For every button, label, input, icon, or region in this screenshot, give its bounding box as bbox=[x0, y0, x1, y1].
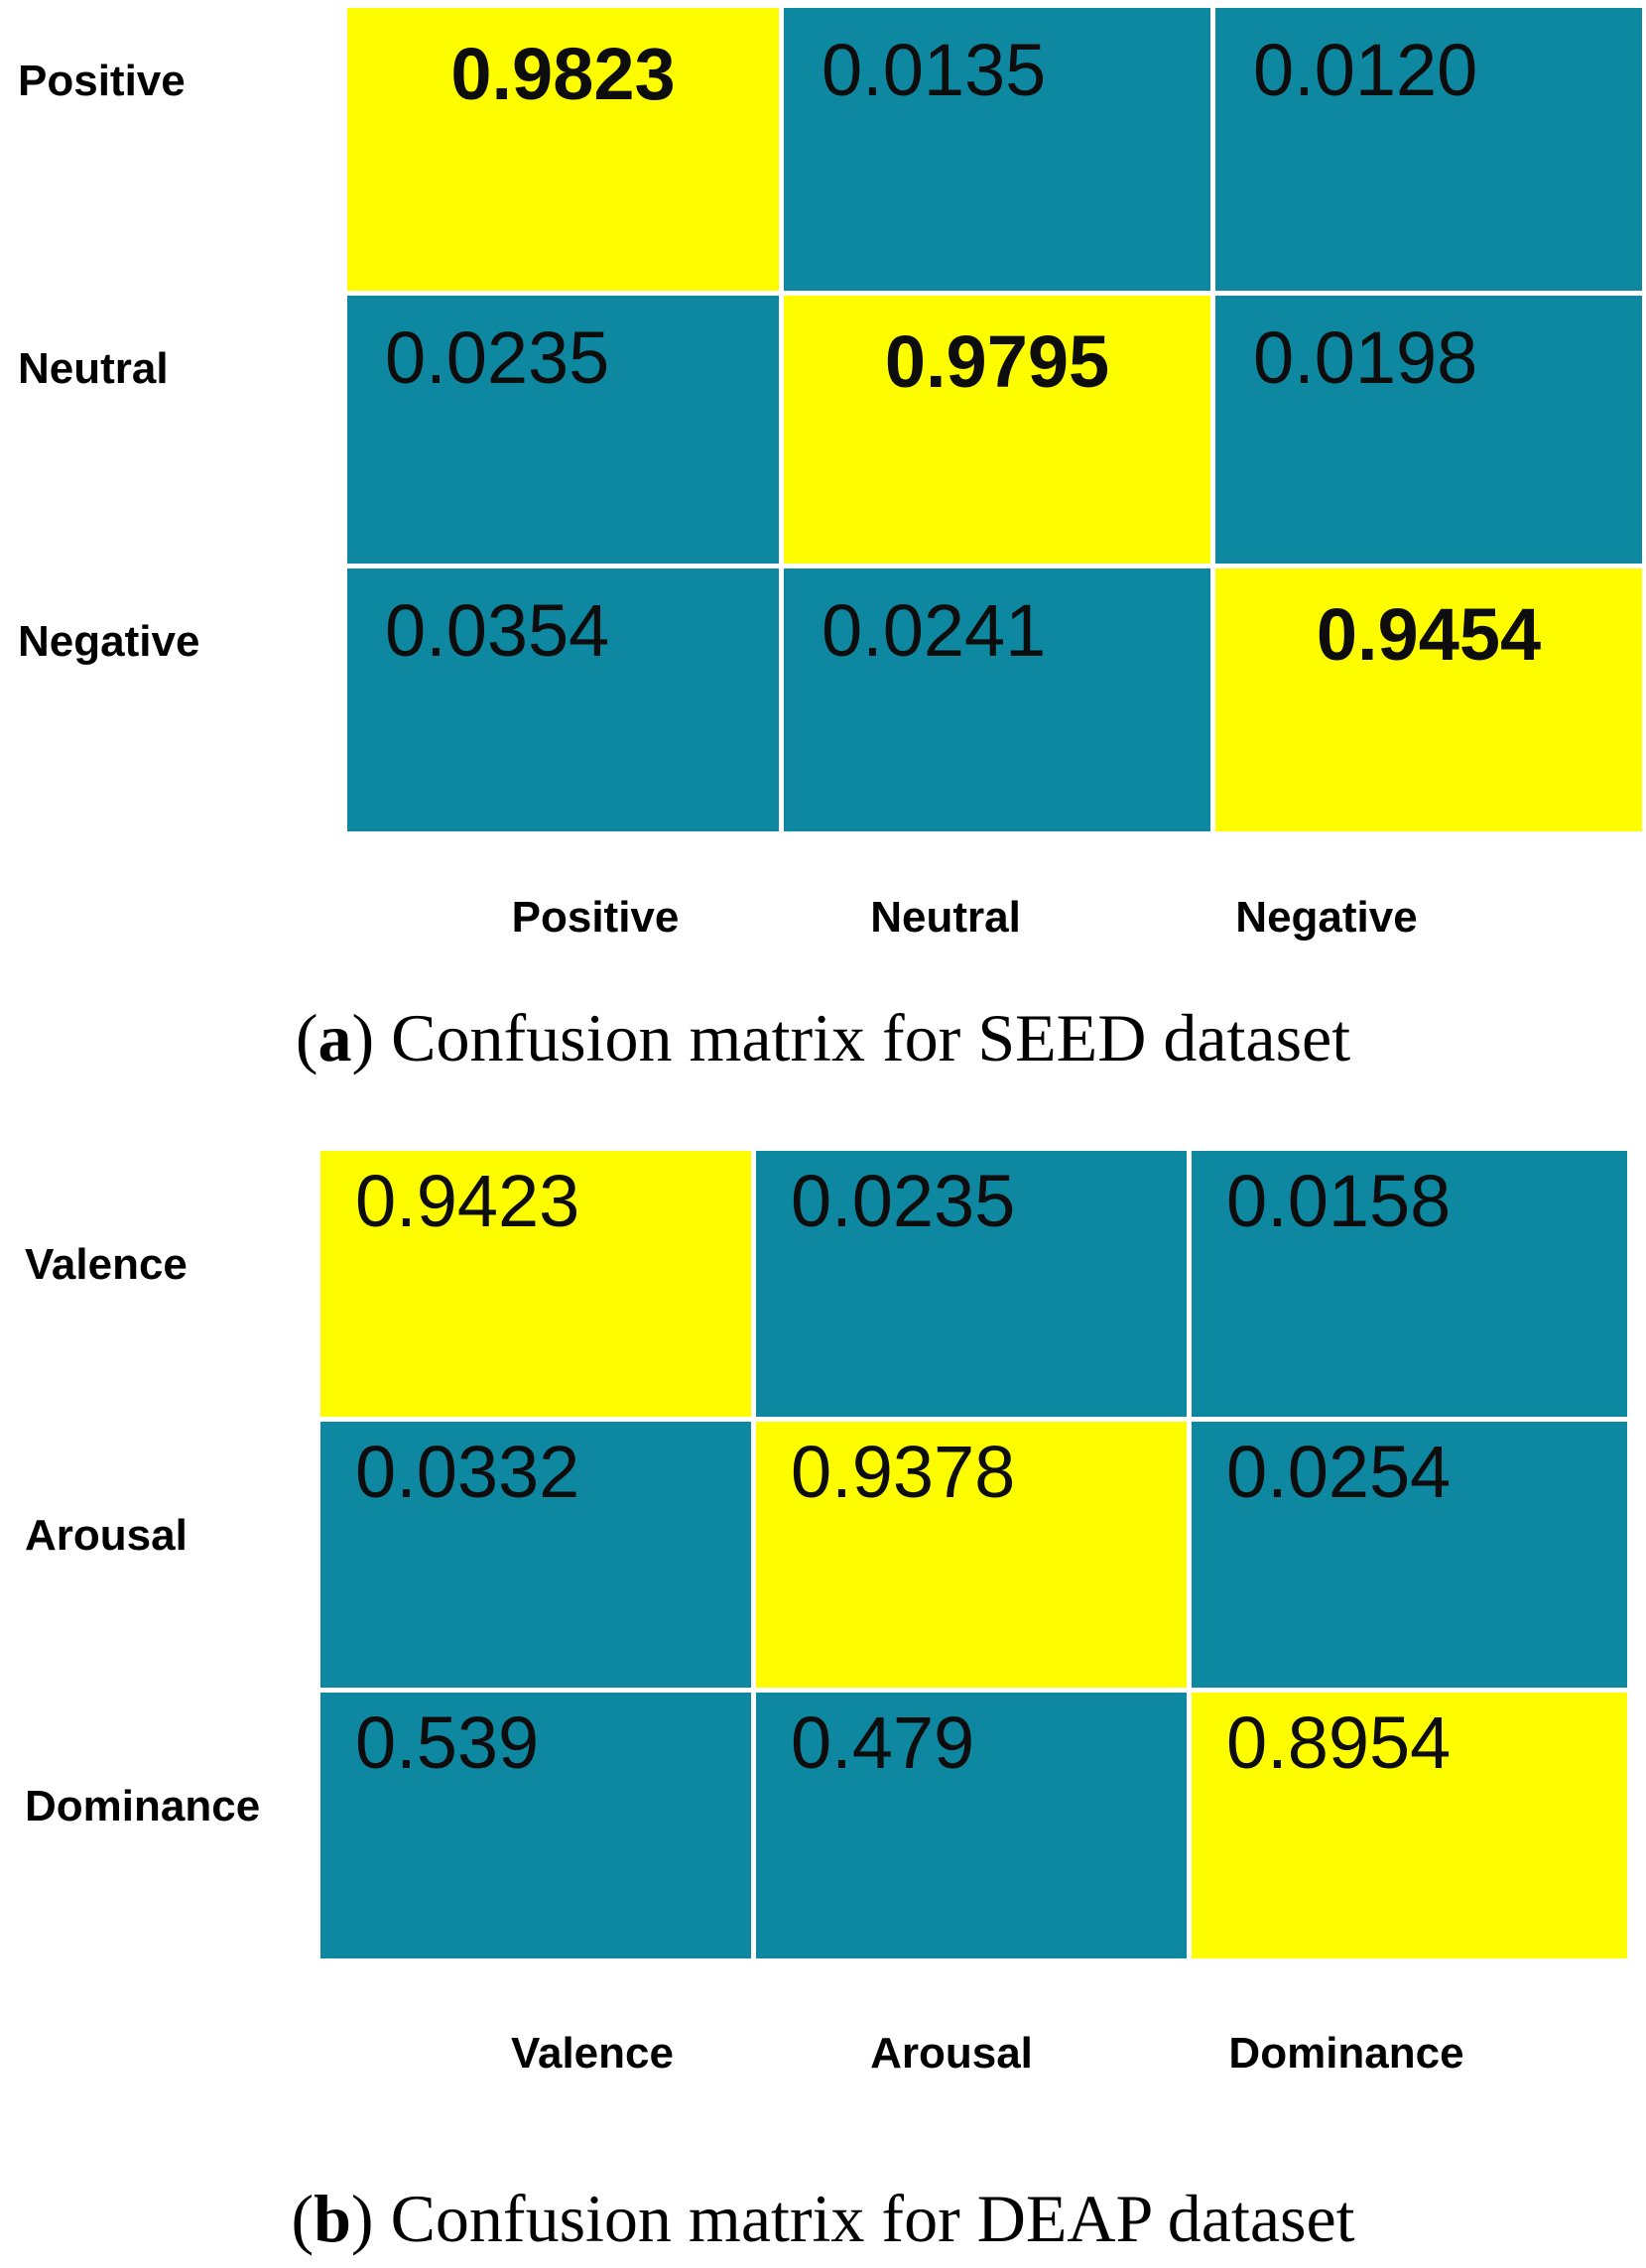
col-label-neutral: Neutral bbox=[870, 893, 1021, 942]
col-label-positive: Positive bbox=[511, 893, 680, 942]
row-label-valence: Valence bbox=[25, 1240, 188, 1289]
matrix-cell-b-0-0: 0.9423 bbox=[320, 1151, 751, 1417]
matrix-cell-b-0-1: 0.0235 bbox=[756, 1151, 1187, 1417]
caption-b-text: ) Confusion matrix for DEAP dataset bbox=[350, 2181, 1355, 2256]
caption-panel-b: (b) Confusion matrix for DEAP dataset bbox=[0, 2175, 1646, 2262]
col-label-negative: Negative bbox=[1235, 893, 1418, 942]
matrix-cell-a-0-1: 0.0135 bbox=[784, 8, 1210, 291]
matrix-cell-b-2-1: 0.479 bbox=[756, 1693, 1187, 1958]
caption-b-open: ( bbox=[291, 2181, 315, 2256]
row-label-negative: Negative bbox=[18, 617, 200, 666]
matrix-cell-a-0-0: 0.9823 bbox=[347, 8, 779, 291]
matrix-cell-b-0-2: 0.0158 bbox=[1192, 1151, 1627, 1417]
col-label-arousal: Arousal bbox=[870, 2029, 1033, 2078]
col-label-valence: Valence bbox=[511, 2029, 674, 2078]
matrix-cell-a-0-2: 0.0120 bbox=[1215, 8, 1642, 291]
col-label-dominance: Dominance bbox=[1228, 2029, 1464, 2078]
matrix-cell-a-1-0: 0.0235 bbox=[347, 296, 779, 564]
matrix-cell-b-2-0: 0.539 bbox=[320, 1693, 751, 1958]
matrix-cell-a-1-2: 0.0198 bbox=[1215, 296, 1642, 564]
caption-b-letter: b bbox=[314, 2181, 351, 2256]
matrix-cell-a-1-1: 0.9795 bbox=[784, 296, 1210, 564]
matrix-cell-a-2-1: 0.0241 bbox=[784, 568, 1210, 831]
caption-a-letter: a bbox=[317, 1000, 352, 1075]
caption-a-open: ( bbox=[295, 1000, 318, 1075]
matrix-cell-a-2-2: 0.9454 bbox=[1215, 568, 1642, 831]
caption-panel-a: (a) Confusion matrix for SEED dataset bbox=[0, 994, 1646, 1081]
row-label-arousal: Arousal bbox=[25, 1511, 188, 1560]
matrix-cell-b-1-2: 0.0254 bbox=[1192, 1422, 1627, 1688]
row-label-neutral: Neutral bbox=[18, 344, 169, 393]
row-label-dominance: Dominance bbox=[25, 1782, 261, 1830]
matrix-cell-b-1-1: 0.9378 bbox=[756, 1422, 1187, 1688]
row-label-positive: Positive bbox=[18, 57, 186, 105]
caption-a-text: ) Confusion matrix for SEED dataset bbox=[351, 1000, 1351, 1075]
matrix-cell-b-1-0: 0.0332 bbox=[320, 1422, 751, 1688]
matrix-cell-b-2-2: 0.8954 bbox=[1192, 1693, 1627, 1958]
matrix-cell-a-2-0: 0.0354 bbox=[347, 568, 779, 831]
